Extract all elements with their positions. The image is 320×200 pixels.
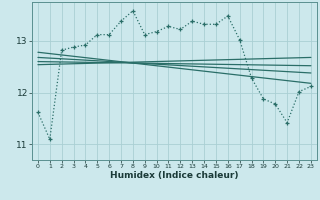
X-axis label: Humidex (Indice chaleur): Humidex (Indice chaleur)	[110, 171, 239, 180]
